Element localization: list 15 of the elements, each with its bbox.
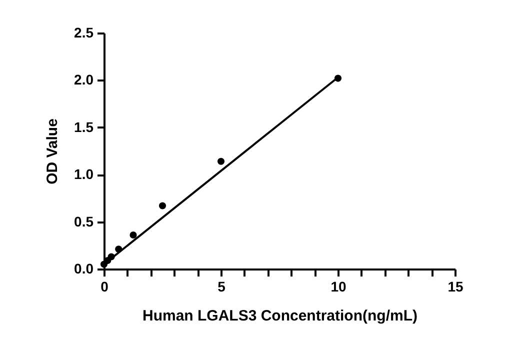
point bbox=[158, 202, 166, 210]
x-tick-label: 15 bbox=[448, 278, 464, 294]
point bbox=[217, 158, 225, 165]
y-tick-label: 0.0 bbox=[74, 260, 94, 276]
x-axis-title: Human LGALS3 Concentration(ng/mL) bbox=[142, 308, 418, 324]
y-tick-label: 2.5 bbox=[74, 24, 94, 40]
x-tick-label: 0 bbox=[100, 278, 109, 294]
y-tick-label: 1.0 bbox=[74, 166, 94, 182]
y-tick-label: 1.5 bbox=[74, 118, 94, 135]
point bbox=[130, 231, 137, 239]
x-tick-label: 10 bbox=[330, 278, 346, 294]
y-tick-label: 2.0 bbox=[74, 72, 94, 88]
y-axis-title: OD Value bbox=[44, 118, 62, 184]
y-tick-label: 0.5 bbox=[74, 213, 94, 230]
x-tick-label: 5 bbox=[218, 278, 226, 294]
